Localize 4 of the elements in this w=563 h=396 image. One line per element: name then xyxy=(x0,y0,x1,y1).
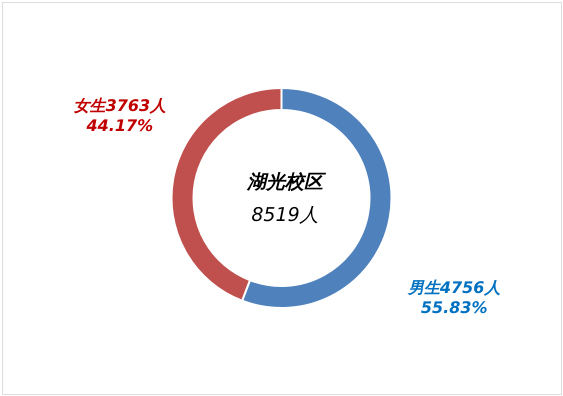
slice-label: 女生3763人 44.17% xyxy=(74,96,166,136)
slice-label: 男生4756人 55.83% xyxy=(406,278,500,317)
text: 8519人 xyxy=(251,204,319,226)
text: 湖光校区 xyxy=(246,171,327,193)
